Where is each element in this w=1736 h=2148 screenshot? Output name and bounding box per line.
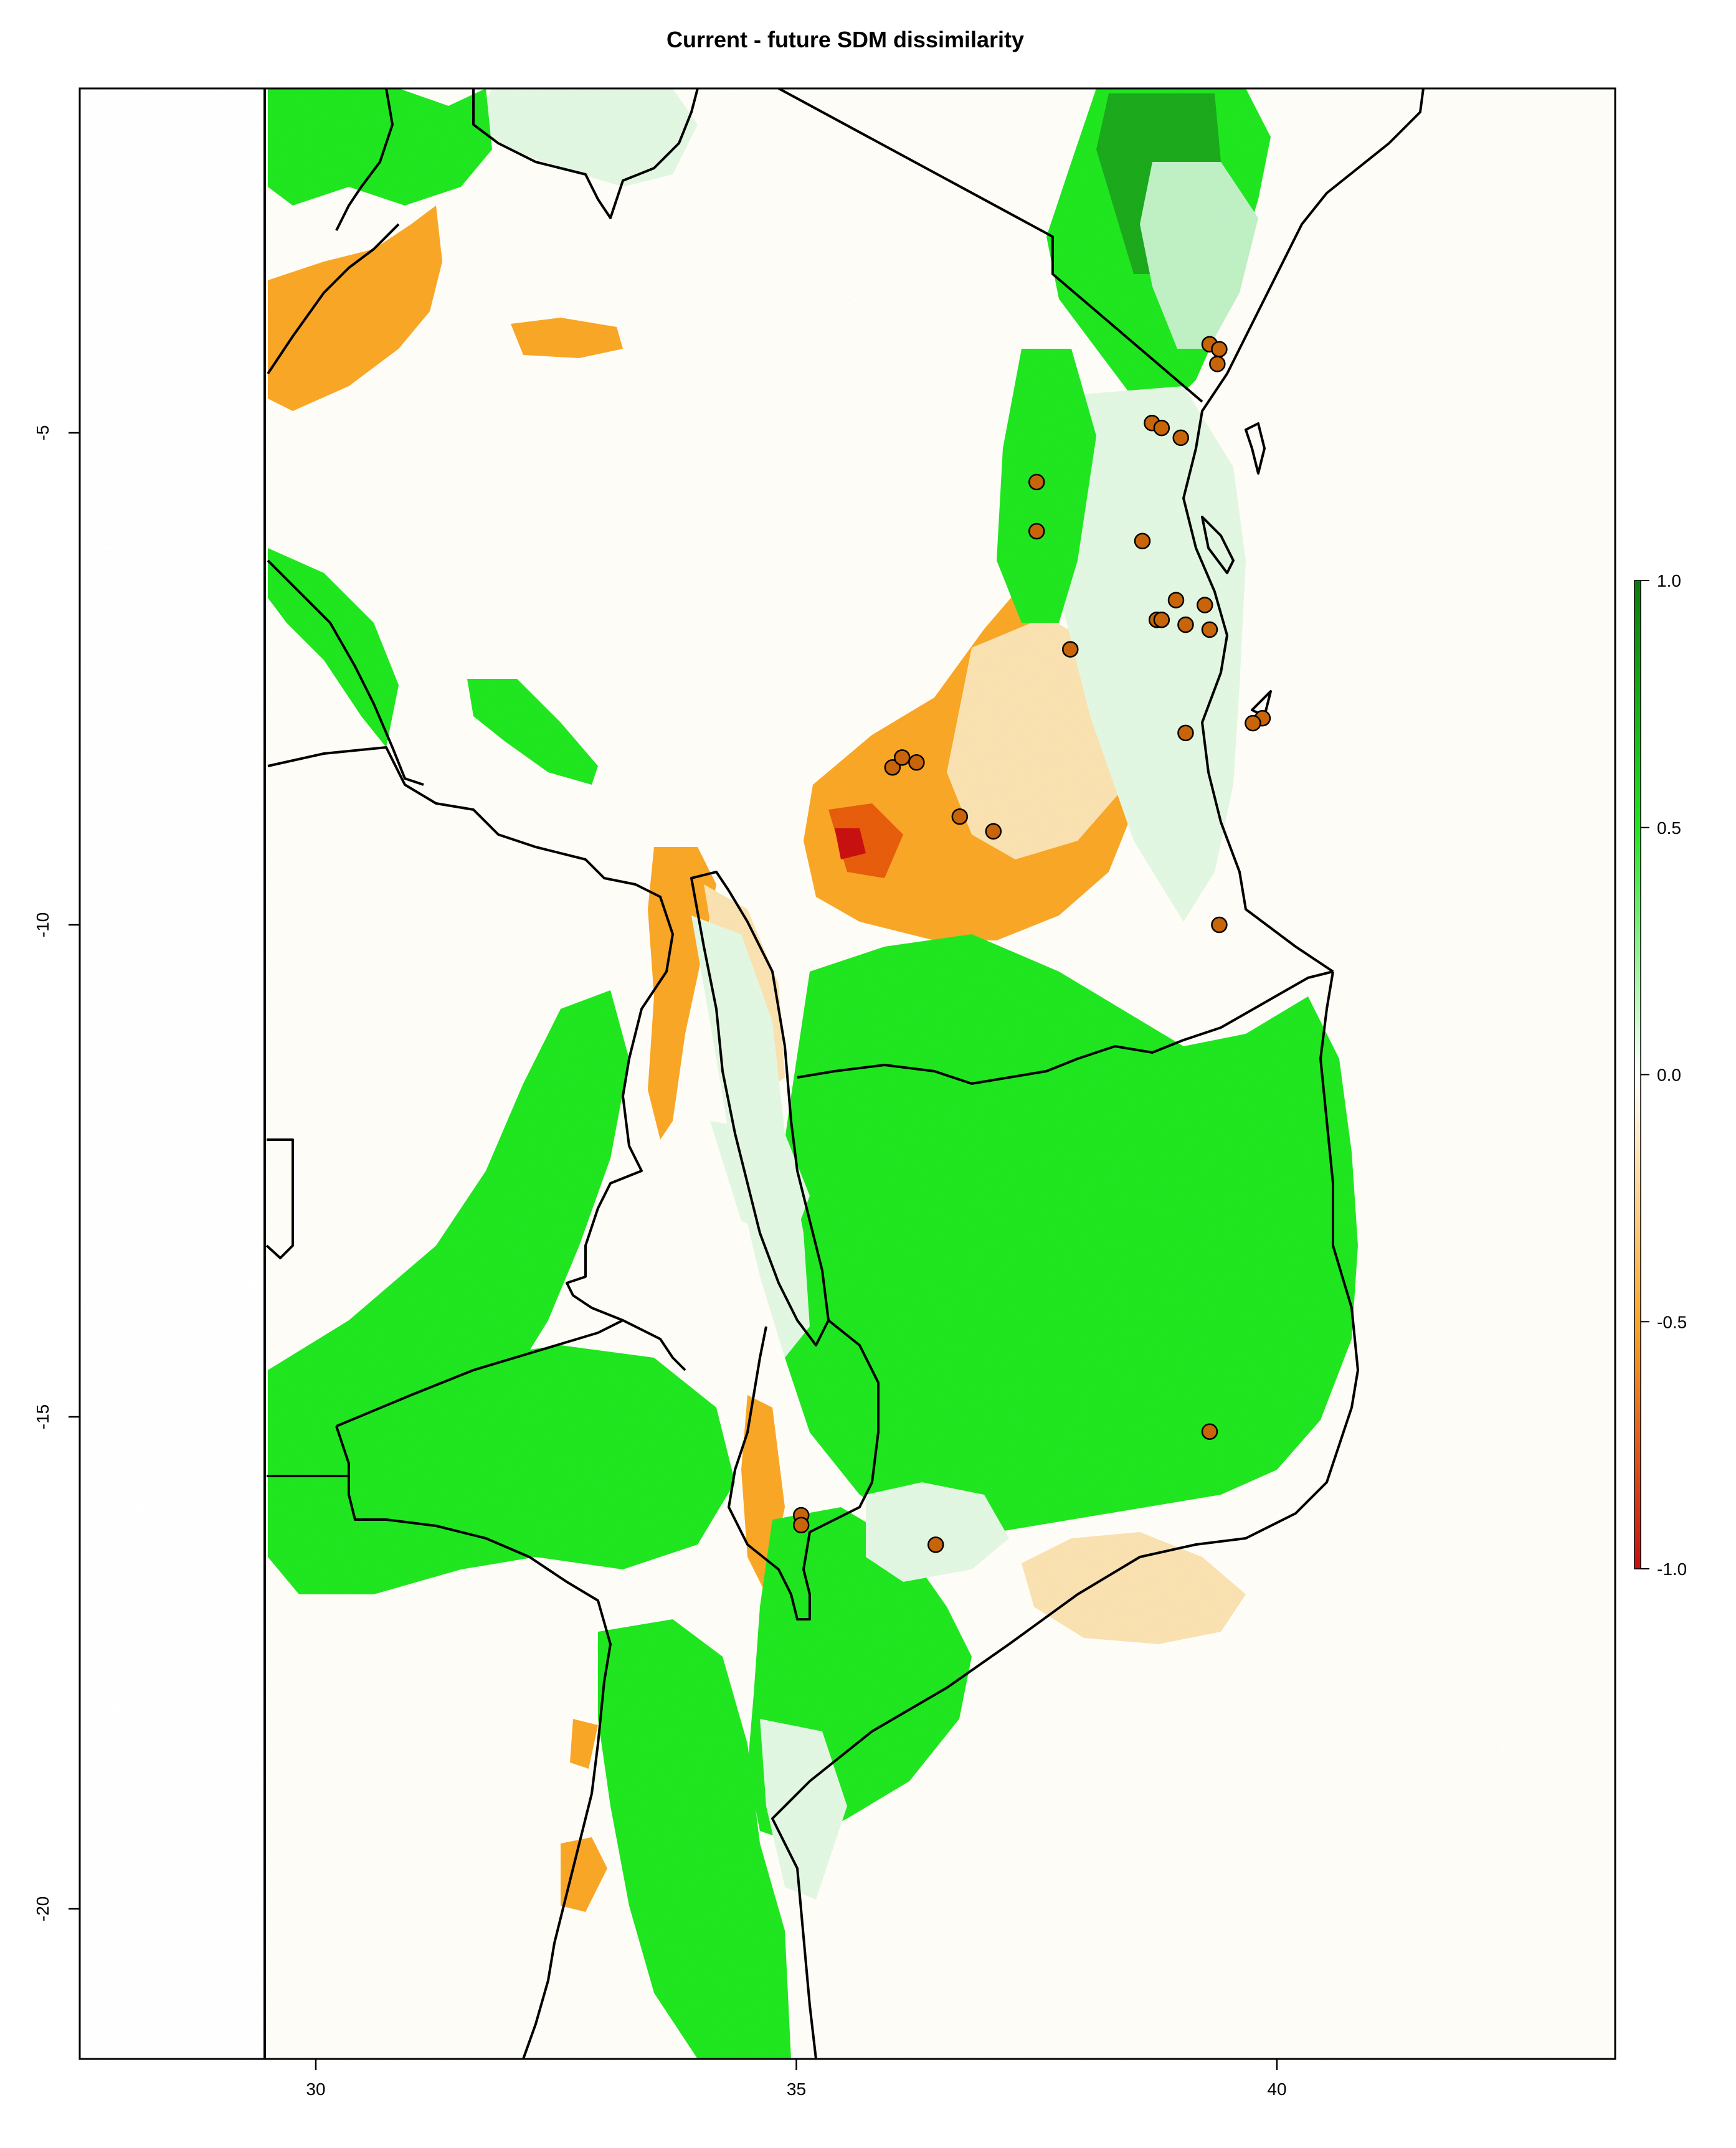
border-kenya-tanzania xyxy=(778,88,1203,403)
occurrence-point xyxy=(908,754,925,771)
border-tanzania-mozambique xyxy=(797,970,1334,1085)
border-zambia-zimbabwe xyxy=(336,1319,624,1427)
occurrence-point xyxy=(1172,429,1189,447)
occurrence-point xyxy=(1209,356,1226,372)
occurrence-point xyxy=(1197,597,1213,613)
x-axis: 30 35 40 xyxy=(306,2059,1287,2099)
border-malawi-mozambique xyxy=(728,1319,880,1620)
y-tick-label: -5 xyxy=(33,425,52,441)
legend-tick-label: -1.0 xyxy=(1657,1559,1687,1579)
occurrence-point xyxy=(1177,616,1194,633)
legend: 1.0 0.5 0.0 -0.5 -1.0 xyxy=(1634,571,1687,1579)
legend-tick-label: 1.0 xyxy=(1657,571,1681,590)
occurrence-point xyxy=(884,759,901,776)
zanzibar-island xyxy=(1245,422,1266,475)
coast-mozambique xyxy=(771,971,1359,2059)
x-tick-label: 40 xyxy=(1267,2079,1286,2099)
border-zimbabwe-mozambique xyxy=(335,1426,612,2059)
chart-title: Current - future SDM dissimilarity xyxy=(666,27,1024,52)
occurrence-point xyxy=(1153,419,1170,437)
occurrence-points xyxy=(792,336,1271,1553)
plot-frame xyxy=(78,87,1616,2060)
occurrence-point xyxy=(1153,611,1170,628)
raster-texture xyxy=(80,88,1615,2059)
legend-tick-label: 0.0 xyxy=(1657,1066,1681,1085)
occurrence-point xyxy=(927,1536,944,1553)
occurrence-point xyxy=(1177,724,1194,742)
occurrence-point xyxy=(1245,714,1261,732)
country-borders xyxy=(263,88,1425,2059)
occurrence-point xyxy=(1211,916,1228,934)
occurrence-point xyxy=(1134,532,1151,550)
legend-tick-label: -0.5 xyxy=(1657,1312,1687,1332)
occurrence-point xyxy=(985,823,1002,840)
occurrence-point xyxy=(1028,473,1045,491)
lake-victoria-shore xyxy=(472,88,699,219)
legend-colorbar xyxy=(1634,580,1641,1569)
x-tick-label: 30 xyxy=(306,2079,325,2099)
mafia-island xyxy=(1201,516,1235,574)
legend-tick-label: 0.5 xyxy=(1657,818,1681,838)
y-tick-label: -15 xyxy=(33,1404,52,1429)
coast-east-africa xyxy=(1182,88,1425,973)
occurrence-point xyxy=(1062,641,1079,658)
occurrence-point xyxy=(1201,1423,1218,1440)
border-tz-burundi xyxy=(267,223,400,375)
border-zambia-angola-notch xyxy=(265,1138,294,1259)
y-tick-label: -10 xyxy=(33,912,52,937)
x-tick-label: 35 xyxy=(787,2079,806,2099)
occurrence-point xyxy=(1211,341,1228,357)
y-axis: -5 -10 -15 -20 xyxy=(33,425,80,1921)
occurrence-point xyxy=(893,749,911,766)
occurrence-point xyxy=(1201,621,1218,638)
border-zambia-tanzania xyxy=(267,746,686,1371)
border-lake-tanganyika xyxy=(267,559,424,786)
occurrence-point xyxy=(951,808,969,825)
occurrence-point xyxy=(792,1516,810,1534)
border-rwanda-uganda xyxy=(335,88,394,231)
occurrence-point xyxy=(1028,523,1045,540)
plot-area xyxy=(80,88,1615,2059)
legend-ticks: 1.0 0.5 0.0 -0.5 -1.0 xyxy=(1641,571,1687,1579)
occurrence-point xyxy=(1167,592,1185,608)
y-tick-label: -20 xyxy=(33,1896,52,1921)
